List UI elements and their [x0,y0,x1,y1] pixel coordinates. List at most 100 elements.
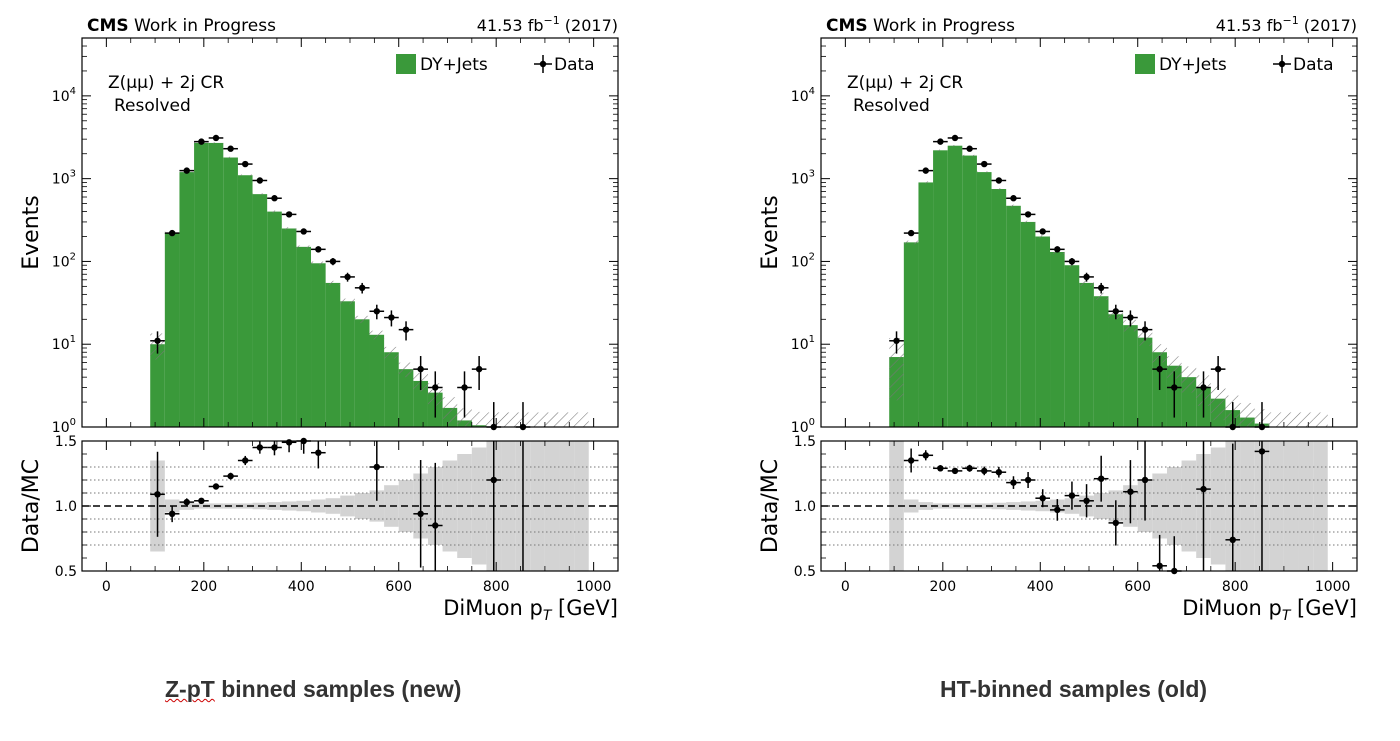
mc-uncertainty-hatch [252,193,268,196]
mc-uncertainty-hatch [1298,412,1314,427]
ratio-point [1112,519,1120,527]
mc-uncertainty-hatch [991,188,1007,190]
ratio-y-tick-label: 1.5 [55,434,77,450]
legend-dyjets-swatch [396,54,416,74]
dyjets-bar [208,142,224,428]
ratio-point [285,439,293,446]
dyjets-bar [296,246,312,427]
x-tick-label: 800 [1222,579,1249,595]
region-label: Z(μμ) + 2j CR [108,73,224,93]
mc-uncertainty-hatch [398,362,414,378]
data-point [1097,284,1105,292]
ratio-point [242,457,249,464]
ratio-point [417,510,424,517]
data-point [461,384,468,391]
dyjets-bar [164,233,180,427]
data-point [271,195,278,202]
lumi-value: 41.53 fb [477,16,544,35]
ratio-point [1258,448,1266,455]
dyjets-bar [194,142,209,428]
mc-uncertainty-hatch [471,411,487,427]
ratio-uncertainty-band [1240,441,1255,571]
x-tick-label: 1000 [1315,579,1351,595]
mc-uncertainty-hatch [918,181,934,184]
mc-uncertainty-hatch [296,245,312,249]
mc-uncertainty-hatch [442,397,458,424]
data-point [198,138,205,145]
ratio-uncertainty-band [1152,473,1167,539]
data-point [227,145,234,152]
ratio-point [271,444,278,451]
y-tick-label: 100 [52,417,76,436]
mc-uncertainty-hatch [1035,235,1051,238]
dyjets-bar [1006,205,1021,427]
dyjets-bar [252,194,268,427]
ratio-point [966,465,973,472]
ratio-uncertainty-band [933,503,948,509]
data-point [966,145,973,152]
x-axis-label-main: DiMuon p [1182,596,1282,620]
mc-uncertainty-hatch [1166,356,1182,379]
ratio-point [1097,475,1105,482]
data-point [373,308,380,315]
ratio-uncertainty-band [976,503,992,509]
ratio-point [1127,488,1134,495]
ratio-point [256,444,264,451]
data-point [1054,246,1061,253]
y-tick-base: 10 [791,337,809,353]
ratio-point [922,452,929,459]
x-tick-label: 400 [288,579,315,595]
legend-dyjets-label: DY+Jets [420,55,488,75]
y-tick-label: 103 [791,169,815,188]
ratio-uncertainty-band [457,454,472,558]
dyjets-bar [311,263,326,427]
x-tick-label: 800 [483,579,510,595]
y-tick-label: 101 [791,334,815,353]
dyjets-bar [1020,221,1036,427]
x-axis-label-unit: [GeV] [1290,596,1357,620]
legend-data-label: Data [1293,55,1334,75]
mc-uncertainty-hatch [1152,344,1167,363]
experiment-label: CMS [87,16,129,36]
dyjets-bar [1050,251,1065,427]
data-point [1024,211,1032,218]
dyjets-bar [237,175,253,427]
data-point [1068,258,1076,265]
ratio-point [154,491,161,498]
dyjets-bar [413,380,428,427]
dyjets-bar [325,282,341,427]
legend-dyjets-label: DY+Jets [1159,55,1227,75]
y-tick-base: 10 [52,172,70,188]
status-label: Work in Progress [129,16,276,36]
data-point [1083,273,1090,281]
ratio-point [432,522,439,529]
mc-uncertainty-hatch [237,174,253,176]
y-tick-exp: 0 [809,417,815,428]
ratio-point [168,510,176,517]
y-tick-label: 103 [52,169,76,188]
y-tick-exp: 1 [809,334,815,345]
x-tick-label: 600 [385,579,412,595]
lumi-label: 41.53 fb−1 (2017) [1216,14,1357,35]
ratio-uncertainty-band [501,441,516,571]
data-point [893,337,900,344]
dyjets-bar [223,157,238,427]
ratio-y-tick-label: 1.0 [55,499,77,515]
x-tick-label: 0 [841,579,850,595]
y-tick-label: 102 [791,251,815,270]
dyjets-bar [354,319,370,427]
legend-data-label: Data [554,55,595,75]
ratio-point [907,457,915,464]
mc-uncertainty-hatch [1283,412,1299,427]
data-point [951,134,959,142]
ratio-point [1024,476,1032,484]
data-point [1127,314,1134,321]
lumi-period: (2017) [560,16,618,35]
dyjets-bar [947,145,963,427]
ratio-y-tick-label: 0.5 [55,564,77,580]
ratio-point [1039,495,1046,502]
mc-uncertainty-hatch [384,346,399,359]
ratio-point [1200,485,1207,493]
mc-uncertainty-hatch [1181,366,1197,393]
